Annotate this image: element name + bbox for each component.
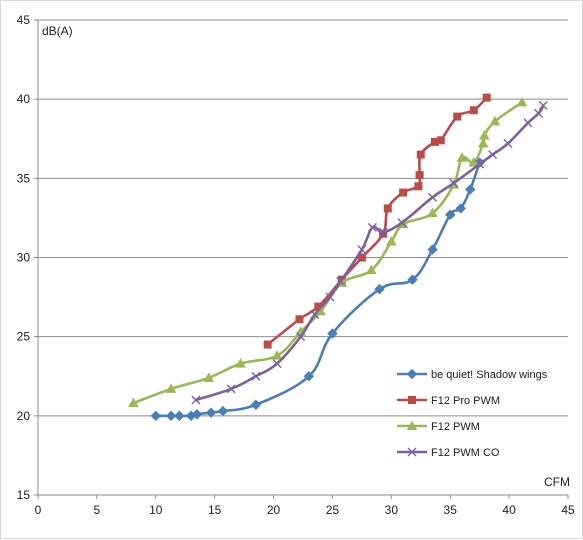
series-3-point-16 xyxy=(503,139,513,148)
series-1-point-10 xyxy=(416,150,425,159)
series-1-point-8 xyxy=(414,182,423,191)
x-tick-label-45: 45 xyxy=(561,503,575,517)
series-3-point-11 xyxy=(397,218,407,228)
y-tick-label-45: 45 xyxy=(17,13,31,27)
series-1-point-1 xyxy=(295,315,304,324)
series-3-point-7 xyxy=(336,276,346,286)
series-3-point-14 xyxy=(475,159,485,169)
legend-label-1: F12 Pro PWM xyxy=(431,395,500,407)
series-2-point-9 xyxy=(385,236,397,246)
y-tick-label-15: 15 xyxy=(17,488,31,502)
series-3-point-9 xyxy=(367,222,377,232)
series-3-point-8 xyxy=(357,245,367,255)
series-3-point-0 xyxy=(191,395,201,405)
y-axis-title: dB(A) xyxy=(42,24,73,38)
series-2-point-14 xyxy=(468,156,480,167)
series-0-point-5 xyxy=(205,407,217,418)
series-0-point-2 xyxy=(174,410,185,422)
x-tick-label-20: 20 xyxy=(267,503,281,517)
series-3-point-5 xyxy=(310,310,320,319)
series-3-point-4 xyxy=(296,332,306,342)
series-1-point-7 xyxy=(399,188,408,197)
series-0-point-0 xyxy=(150,410,161,422)
series-1-point-9 xyxy=(415,171,424,180)
series-0-point-4 xyxy=(191,409,203,420)
y-tick-label-35: 35 xyxy=(17,171,31,185)
series-2-point-3 xyxy=(235,358,246,368)
series-2-point-16 xyxy=(479,130,490,140)
x-tick-label-40: 40 xyxy=(502,503,516,517)
legend: be quiet! Shadow wings F12 Pro PWM F12 PWM… xyxy=(397,368,548,459)
series-0-point-13 xyxy=(445,209,456,220)
series-2-point-0 xyxy=(128,397,139,408)
series-2-point-11 xyxy=(427,207,438,218)
series-0-point-9 xyxy=(327,328,338,339)
series-line-1 xyxy=(266,96,488,346)
series-0-point-7 xyxy=(250,399,262,410)
legend-marker-2 xyxy=(406,420,418,430)
series-0-point-14 xyxy=(455,203,467,214)
series-1-point-6 xyxy=(383,204,392,213)
series-0-point-1 xyxy=(165,410,177,422)
series-2-point-4 xyxy=(271,350,283,360)
series-0-point-12 xyxy=(427,244,438,255)
y-tick-label-30: 30 xyxy=(17,251,31,265)
series-2-point-15 xyxy=(477,137,489,148)
legend-marker-1 xyxy=(408,396,416,404)
x-tick-label-30: 30 xyxy=(385,503,399,517)
legend-marker-0 xyxy=(406,368,418,380)
gridlines xyxy=(38,19,568,417)
series-2-point-8 xyxy=(365,264,377,275)
series-2-point-13 xyxy=(456,152,468,162)
series-3-point-6 xyxy=(325,292,335,302)
legend-label-2: F12 PWM xyxy=(431,421,480,433)
series-3-point-1 xyxy=(226,384,236,394)
x-tick-label-0: 0 xyxy=(35,503,42,517)
series-3-point-19 xyxy=(538,101,548,110)
series-3-point-12 xyxy=(428,192,438,202)
series-2-point-2 xyxy=(203,372,215,382)
series-3-point-17 xyxy=(523,118,533,128)
series-3-point-10 xyxy=(378,227,388,237)
series-1-point-12 xyxy=(436,136,445,145)
y-tick-label-25: 25 xyxy=(17,330,31,344)
x-tick-label-35: 35 xyxy=(444,503,458,517)
y-tick-label-20: 20 xyxy=(17,409,31,423)
series-2-point-1 xyxy=(165,383,177,393)
series-3-point-2 xyxy=(251,371,261,381)
series-1-point-15 xyxy=(482,93,491,102)
series-line-3 xyxy=(195,104,545,402)
series-0-point-8 xyxy=(303,371,315,382)
series-2-point-18 xyxy=(516,96,528,107)
series-2-point-17 xyxy=(489,115,501,126)
series-1-point-0 xyxy=(263,340,272,349)
x-tick-label-5: 5 xyxy=(94,503,101,517)
series-3-point-18 xyxy=(534,108,544,118)
series-1-point-13 xyxy=(453,112,462,121)
series-3-point-15 xyxy=(488,150,498,160)
series-line-2 xyxy=(132,101,523,405)
series-0-point-11 xyxy=(407,274,418,285)
series-1-point-5 xyxy=(379,229,388,238)
series-3-point-13 xyxy=(449,178,459,188)
series-0-point-6 xyxy=(217,405,229,417)
legend-label-0: be quiet! Shadow wings xyxy=(431,369,548,381)
y-tick-label-40: 40 xyxy=(17,92,31,106)
legend-marker-3 xyxy=(407,447,417,457)
legend-label-3: F12 PWM CO xyxy=(431,447,500,459)
series-0-point-15 xyxy=(465,184,476,195)
x-tick-label-25: 25 xyxy=(326,503,340,517)
series-lines xyxy=(128,93,548,422)
series-0-point-10 xyxy=(374,283,385,295)
x-tick-label-10: 10 xyxy=(149,503,163,517)
series-1-point-14 xyxy=(469,106,478,115)
series-3-point-3 xyxy=(272,359,282,369)
axes: 15 20 25 30 35 40 45 0 5 10 15 20 25 30 35 40 45 xyxy=(17,13,575,517)
x-tick-label-15: 15 xyxy=(208,503,222,517)
x-axis-title: CFM xyxy=(544,475,570,489)
